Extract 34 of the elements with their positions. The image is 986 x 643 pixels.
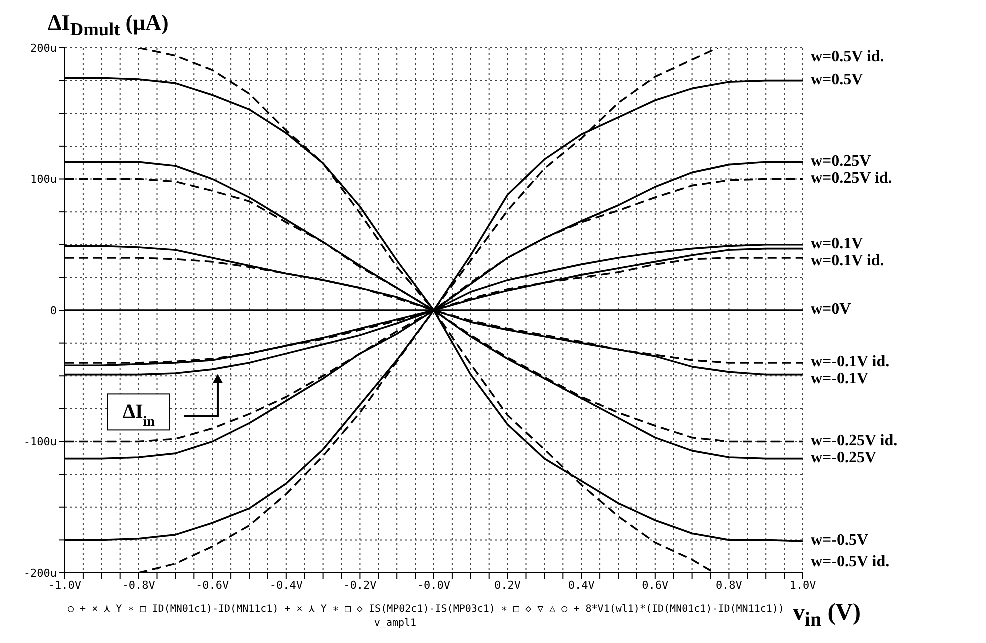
text: v_ampl1 xyxy=(373,618,418,629)
x-tick-label: -1.0V xyxy=(48,578,82,592)
series-label: w=0.1V xyxy=(811,236,864,253)
series-label: w=-0.25V xyxy=(811,449,877,466)
y-tick-label: 0 xyxy=(50,304,57,318)
series-label: w=0.5V xyxy=(811,71,864,88)
x-tick-label: -0.2V xyxy=(344,578,378,592)
x-tick-label: -0.6V xyxy=(196,578,230,592)
text: w=0.5V id. xyxy=(811,48,884,66)
series-label: w=0V xyxy=(811,301,852,318)
x-axis-title: v$_{in}$ (V) xyxy=(793,600,862,632)
series-label: w=-0.1V xyxy=(811,370,869,388)
chart-title: ΔI$_{Dmult}$ (μA) xyxy=(48,10,169,40)
x-tick-label: -0.8V xyxy=(122,578,156,592)
x-tick-label: 1.0V xyxy=(790,578,817,592)
series-label: w=-0.1V id. xyxy=(811,354,890,371)
series-label: w=-0.5V xyxy=(811,532,869,550)
y-tick-label: -100u xyxy=(24,436,57,449)
series-label: w=-0.25V id. xyxy=(811,432,898,450)
series-label: w=0.1V id. xyxy=(811,252,884,270)
x-tick-label: 0.4V xyxy=(568,578,596,592)
y-tick-label: 100u xyxy=(30,173,57,186)
series-label: w=0.25V id. xyxy=(811,170,892,187)
y-tick-label: -200u xyxy=(24,566,57,580)
x-tick-label: -0.0V xyxy=(417,578,451,592)
x-tick-label: 0.8V xyxy=(716,578,743,592)
text: w=-0.5V id. xyxy=(811,554,890,571)
x-tick-label: -0.4V xyxy=(270,578,304,592)
y-tick-label: 200u xyxy=(30,42,57,55)
x-tick-label: 0.2V xyxy=(494,578,522,592)
text: ○ + × ⋏ Y ∗ □ ID(MN01c1)-ID(MN11c1) + × ⋏ Y ∗ □ ◇ IS(MP02c1)-IS(MP03c1) ∗ □ ◇ ▽ △ ○ + 8*V1(wl1)*(ID(MN01c1)-ID(MN11c1)) xyxy=(68,604,784,615)
series-label: w=0.25V xyxy=(811,152,872,170)
annotation: ΔI$_{in}$ xyxy=(122,401,156,430)
x-tick-label: 0.6V xyxy=(642,578,670,592)
